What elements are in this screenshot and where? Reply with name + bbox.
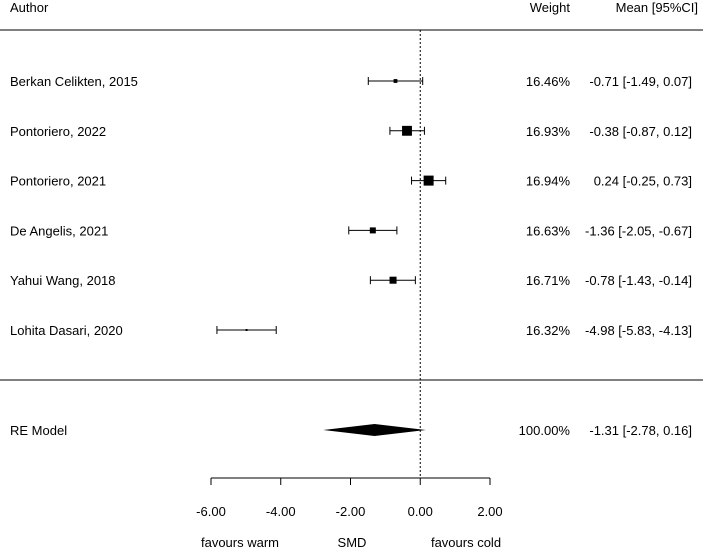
x-axis-label: SMD	[338, 535, 367, 548]
summary-weight: 100.00%	[519, 423, 571, 438]
study-row: Yahui Wang, 2018 16.71% -0.78 [-1.43, -0.1…	[10, 273, 692, 288]
study-rows: Berkan Celikten, 2015 16.46% -0.71 [-1.49,…	[10, 30, 692, 478]
study-author: Lohita Dasari, 2020	[10, 323, 123, 338]
x-tick-label: -6.00	[196, 504, 226, 519]
point-estimate	[245, 329, 248, 331]
study-ci: 0.24 [-0.25, 0.73]	[594, 174, 692, 189]
study-row: Pontoriero, 2021 16.94% 0.24 [-0.25, 0.73]	[10, 174, 692, 189]
study-row: Berkan Celikten, 2015 16.46% -0.71 [-1.49,…	[10, 74, 692, 89]
point-estimate	[423, 175, 434, 186]
point-estimate	[393, 79, 398, 83]
header-weight: Weight	[530, 0, 571, 15]
study-row: Pontoriero, 2022 16.93% -0.38 [-0.87, 0.12…	[10, 124, 692, 139]
study-author: Pontoriero, 2021	[10, 174, 106, 189]
study-weight: 16.46%	[526, 74, 571, 89]
study-row: De Angelis, 2021 16.63% -1.36 [-2.05, -0.6…	[10, 223, 692, 238]
study-author: Berkan Celikten, 2015	[10, 74, 138, 89]
x-tick-label: -2.00	[336, 504, 366, 519]
x-axis: -6.00 -4.00 -2.00 0.00 2.00	[196, 477, 503, 519]
study-ci: -1.36 [-2.05, -0.67]	[585, 223, 692, 238]
study-weight: 16.63%	[526, 223, 571, 238]
x-tick-label: -4.00	[266, 504, 296, 519]
summary-ci: -1.31 [-2.78, 0.16]	[589, 423, 692, 438]
study-weight: 16.32%	[526, 323, 571, 338]
study-weight: 16.71%	[526, 273, 571, 288]
summary-row: RE Model 100.00% -1.31 [-2.78, 0.16]	[10, 423, 692, 438]
x-tick-label: 2.00	[477, 504, 502, 519]
point-estimate	[402, 125, 412, 136]
study-weight: 16.94%	[526, 174, 571, 189]
point-estimate	[389, 276, 397, 284]
study-author: De Angelis, 2021	[10, 223, 108, 238]
study-ci: -0.78 [-1.43, -0.14]	[585, 273, 692, 288]
point-estimate	[369, 227, 376, 234]
study-author: Pontoriero, 2022	[10, 124, 106, 139]
header-ci: Mean [95%CI]	[616, 0, 698, 15]
header-author: Author	[10, 0, 49, 15]
study-row: Lohita Dasari, 2020 16.32% -4.98 [-5.83, -…	[10, 323, 692, 338]
right-direction-label: favours cold	[431, 535, 501, 548]
study-ci: -4.98 [-5.83, -4.13]	[585, 323, 692, 338]
study-weight: 16.93%	[526, 124, 571, 139]
study-author: Yahui Wang, 2018	[10, 273, 116, 288]
summary-label: RE Model	[10, 423, 67, 438]
study-ci: -0.38 [-0.87, 0.12]	[589, 124, 692, 139]
left-direction-label: favours warm	[201, 535, 279, 548]
summary-diamond	[323, 424, 426, 436]
x-tick-label: 0.00	[408, 504, 433, 519]
study-ci: -0.71 [-1.49, 0.07]	[589, 74, 692, 89]
